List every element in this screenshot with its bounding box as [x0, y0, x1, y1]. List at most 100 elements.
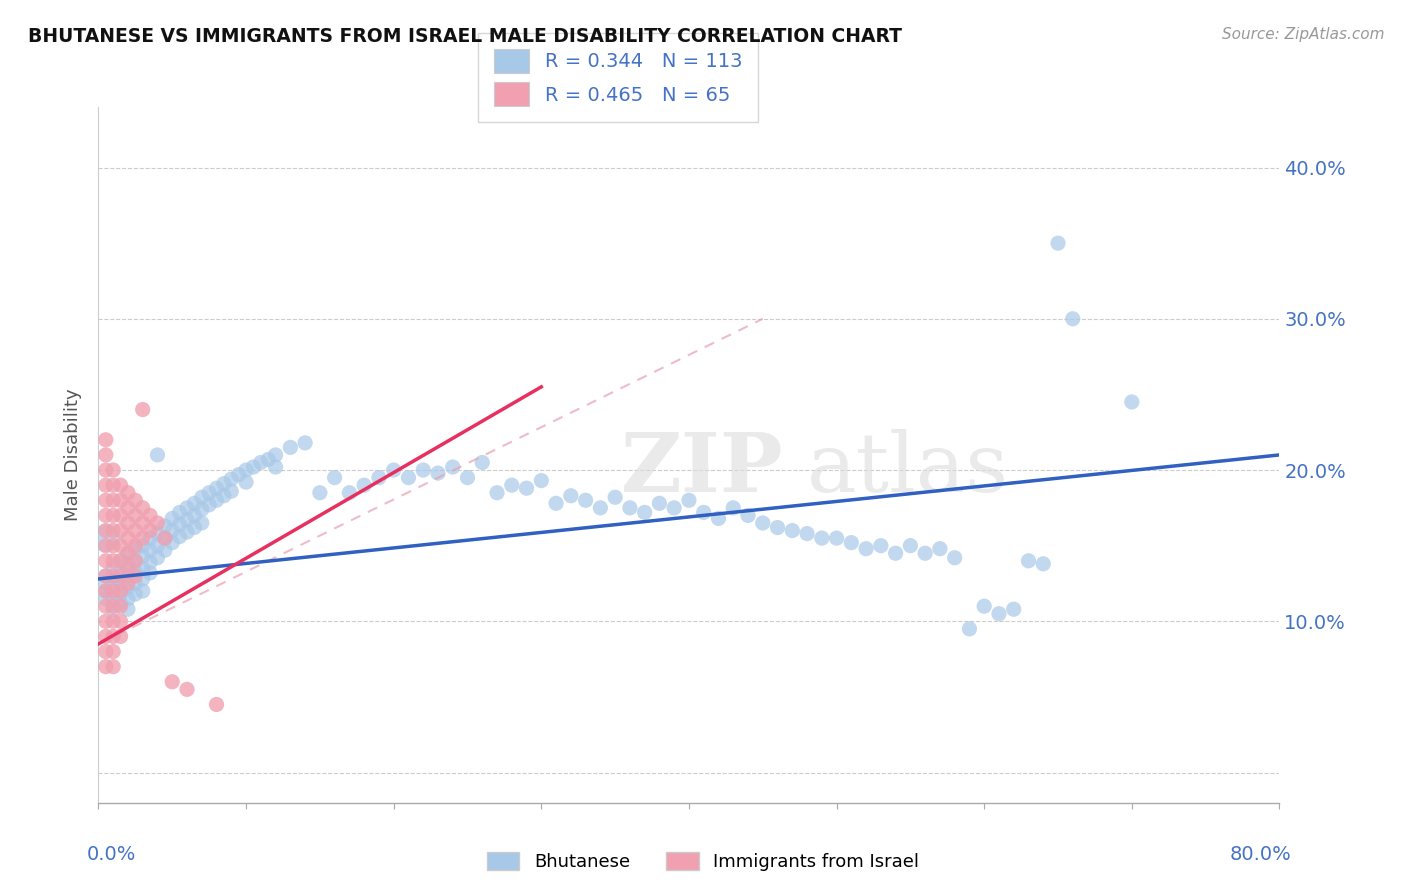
Point	[110, 566, 132, 580]
Point	[110, 587, 132, 601]
Point	[103, 554, 125, 568]
Point	[884, 546, 907, 560]
Point	[309, 485, 332, 500]
Point	[825, 531, 848, 545]
Point	[1046, 236, 1070, 251]
Text: 80.0%: 80.0%	[1229, 845, 1291, 863]
Point	[1121, 395, 1143, 409]
Point	[103, 493, 125, 508]
Point	[169, 530, 191, 544]
Point	[124, 539, 146, 553]
Point	[191, 516, 214, 530]
Point	[1018, 554, 1040, 568]
Point	[94, 493, 117, 508]
Point	[132, 500, 155, 515]
Legend: R = 0.344   N = 113, R = 0.465   N = 65: R = 0.344 N = 113, R = 0.465 N = 65	[478, 33, 758, 121]
Point	[235, 475, 257, 490]
Point	[501, 478, 523, 492]
Point	[110, 576, 132, 591]
Point	[103, 584, 125, 599]
Point	[242, 460, 264, 475]
Point	[103, 463, 125, 477]
Point	[205, 698, 228, 712]
Point	[94, 629, 117, 643]
Point	[124, 493, 146, 508]
Point	[124, 565, 146, 579]
Point	[427, 466, 450, 480]
Point	[782, 524, 804, 538]
Point	[471, 455, 494, 469]
Point	[959, 622, 981, 636]
Point	[124, 569, 146, 583]
Point	[235, 463, 257, 477]
Point	[110, 493, 132, 508]
Point	[162, 524, 183, 538]
Point	[103, 644, 125, 658]
Point	[153, 519, 176, 533]
Point	[146, 539, 169, 553]
Point	[841, 535, 863, 549]
Point	[94, 584, 117, 599]
Point	[94, 569, 117, 583]
Point	[110, 478, 132, 492]
Point	[648, 496, 671, 510]
Point	[212, 476, 235, 491]
Point	[110, 554, 132, 568]
Point	[103, 591, 125, 606]
Point	[221, 484, 243, 499]
Point	[198, 498, 221, 512]
Point	[176, 524, 198, 539]
Point	[176, 500, 198, 515]
Point	[810, 531, 832, 545]
Point	[707, 511, 730, 525]
Point	[110, 524, 132, 538]
Point	[94, 599, 117, 614]
Point	[183, 508, 205, 523]
Point	[250, 455, 273, 469]
Point	[103, 599, 125, 614]
Point	[110, 596, 132, 610]
Point	[94, 524, 117, 538]
Point	[103, 659, 125, 673]
Point	[146, 550, 169, 565]
Point	[929, 541, 952, 556]
Point	[110, 599, 132, 614]
Point	[124, 524, 146, 538]
Point	[153, 531, 176, 545]
Y-axis label: Male Disability: Male Disability	[65, 389, 83, 521]
Point	[132, 549, 155, 564]
Point	[132, 584, 155, 599]
Point	[914, 546, 936, 560]
Point	[117, 516, 139, 530]
Point	[339, 485, 361, 500]
Point	[94, 569, 117, 583]
Point	[94, 584, 117, 599]
Point	[766, 520, 789, 534]
Point	[153, 543, 176, 558]
Point	[124, 576, 146, 591]
Point	[139, 555, 162, 569]
Point	[94, 478, 117, 492]
Point	[205, 481, 228, 495]
Point	[294, 435, 316, 450]
Point	[693, 505, 716, 519]
Text: atlas: atlas	[807, 429, 1010, 508]
Point	[752, 516, 775, 530]
Point	[575, 493, 598, 508]
Point	[110, 554, 132, 568]
Point	[530, 474, 553, 488]
Point	[146, 516, 169, 530]
Point	[368, 470, 391, 484]
Point	[132, 516, 155, 530]
Point	[1002, 602, 1025, 616]
Point	[94, 659, 117, 673]
Point	[139, 524, 162, 538]
Point	[153, 531, 176, 545]
Text: 0.0%: 0.0%	[87, 845, 136, 863]
Point	[162, 674, 183, 689]
Point	[737, 508, 759, 523]
Point	[723, 500, 745, 515]
Point	[117, 581, 139, 595]
Point	[176, 682, 198, 697]
Point	[139, 543, 162, 558]
